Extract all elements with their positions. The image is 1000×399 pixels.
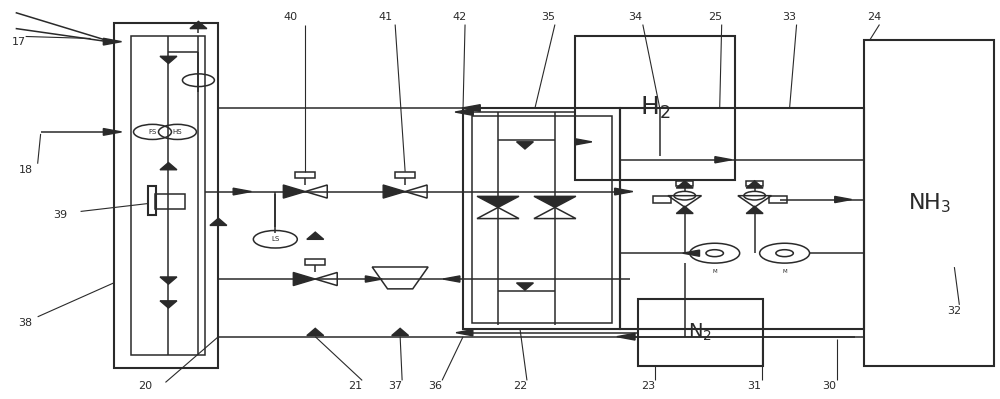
Bar [295, 172, 315, 178]
Text: 38: 38 [19, 318, 33, 328]
Bar [638, 299, 763, 367]
Text: 25: 25 [708, 12, 722, 22]
Polygon shape [835, 196, 852, 203]
Polygon shape [160, 301, 177, 308]
Polygon shape [575, 139, 592, 145]
Text: 23: 23 [641, 381, 655, 391]
Text: 21: 21 [348, 381, 362, 391]
Text: 30: 30 [823, 381, 837, 391]
Polygon shape [307, 232, 324, 239]
Text: 36: 36 [428, 381, 442, 391]
Polygon shape [462, 105, 480, 111]
Polygon shape [456, 330, 473, 336]
Polygon shape [517, 142, 533, 149]
Bar [305, 259, 325, 265]
Text: 20: 20 [138, 381, 153, 391]
Polygon shape [210, 218, 227, 225]
Polygon shape [676, 181, 693, 188]
Text: 17: 17 [12, 38, 26, 47]
Polygon shape [683, 250, 700, 256]
Bar [148, 186, 156, 215]
Text: M: M [782, 269, 787, 274]
Polygon shape [365, 276, 382, 282]
Text: 22: 22 [513, 381, 527, 391]
Polygon shape [103, 38, 122, 45]
Polygon shape [676, 206, 693, 213]
Polygon shape [392, 328, 409, 336]
Polygon shape [517, 283, 533, 290]
Text: FS: FS [148, 129, 157, 135]
Text: 31: 31 [748, 381, 762, 391]
Text: HS: HS [173, 129, 182, 135]
Polygon shape [103, 128, 122, 135]
Text: 34: 34 [628, 12, 642, 22]
Polygon shape [443, 276, 460, 282]
Polygon shape [160, 56, 177, 63]
Bar [472, 116, 612, 323]
Bar [676, 181, 693, 186]
Polygon shape [293, 273, 315, 286]
Text: 41: 41 [378, 12, 392, 22]
Text: 18: 18 [19, 165, 33, 175]
Text: N$_2$: N$_2$ [688, 322, 712, 344]
Text: LS: LS [271, 236, 279, 242]
Polygon shape [307, 328, 324, 336]
Text: 42: 42 [453, 12, 467, 22]
Bar [463, 108, 620, 329]
Text: 24: 24 [867, 12, 882, 22]
Bar [769, 196, 787, 203]
Polygon shape [383, 185, 405, 198]
Polygon shape [715, 157, 732, 163]
Polygon shape [455, 109, 473, 115]
Polygon shape [477, 196, 519, 207]
Polygon shape [617, 333, 635, 340]
Text: 37: 37 [388, 381, 402, 391]
Text: 39: 39 [54, 210, 68, 220]
Bar [131, 36, 205, 355]
Bar [746, 181, 763, 186]
Polygon shape [190, 22, 207, 29]
Polygon shape [615, 188, 633, 195]
Text: H$_2$: H$_2$ [640, 95, 670, 121]
Text: M: M [712, 269, 717, 274]
Bar [653, 196, 671, 203]
Text: 40: 40 [283, 12, 297, 22]
Bar [575, 36, 735, 180]
Text: 32: 32 [947, 306, 961, 316]
Bar [114, 23, 218, 369]
Text: 35: 35 [541, 12, 555, 22]
Polygon shape [283, 185, 305, 198]
Bar [864, 40, 994, 367]
Polygon shape [160, 162, 177, 170]
Text: NH$_3$: NH$_3$ [908, 192, 951, 215]
Polygon shape [534, 196, 576, 207]
Bar [155, 194, 185, 209]
Text: 33: 33 [783, 12, 797, 22]
Polygon shape [233, 188, 251, 195]
Bar [620, 108, 864, 329]
Bar [395, 172, 415, 178]
Polygon shape [746, 181, 763, 188]
Polygon shape [160, 277, 177, 284]
Polygon shape [746, 206, 763, 213]
